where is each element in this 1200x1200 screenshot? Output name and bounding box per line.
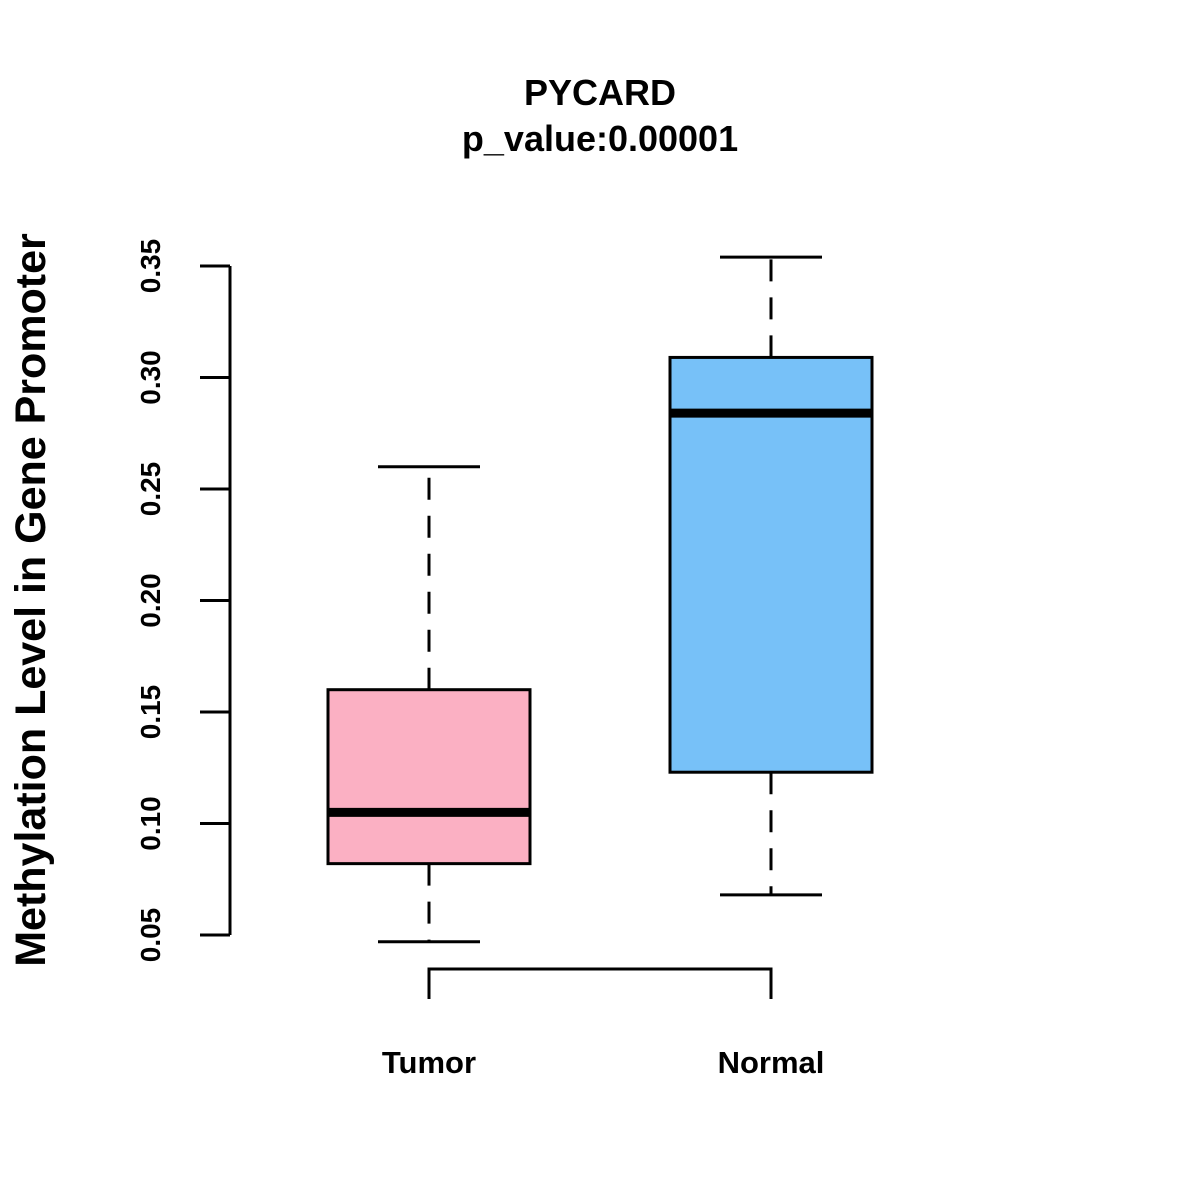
boxes-layer [326, 255, 874, 944]
y-axis: 0.05 0.10 0.15 0.20 0.25 0.30 0.35 [135, 239, 232, 963]
box-tumor [326, 465, 532, 944]
box-normal [668, 255, 874, 897]
y-tick-label: 0.30 [135, 350, 166, 405]
y-tick-label: 0.05 [135, 908, 166, 963]
iqr-box [668, 355, 874, 774]
category-label-normal: Normal [718, 1045, 825, 1080]
category-label-tumor: Tumor [382, 1045, 476, 1080]
iqr-box [326, 688, 532, 866]
comparison-bracket [427, 967, 773, 999]
chart-subtitle: p_value:0.00001 [462, 118, 738, 159]
y-tick-label: 0.25 [135, 462, 166, 517]
y-tick-label: 0.10 [135, 796, 166, 851]
category-labels: Tumor Normal [382, 1045, 824, 1080]
y-axis-label: Methylation Level in Gene Promoter [7, 233, 55, 967]
chart-title: PYCARD [524, 72, 676, 113]
y-tick-label: 0.15 [135, 685, 166, 740]
comparison-bracket-layer [427, 967, 773, 999]
y-tick-label: 0.35 [135, 239, 166, 294]
y-tick-label: 0.20 [135, 573, 166, 628]
